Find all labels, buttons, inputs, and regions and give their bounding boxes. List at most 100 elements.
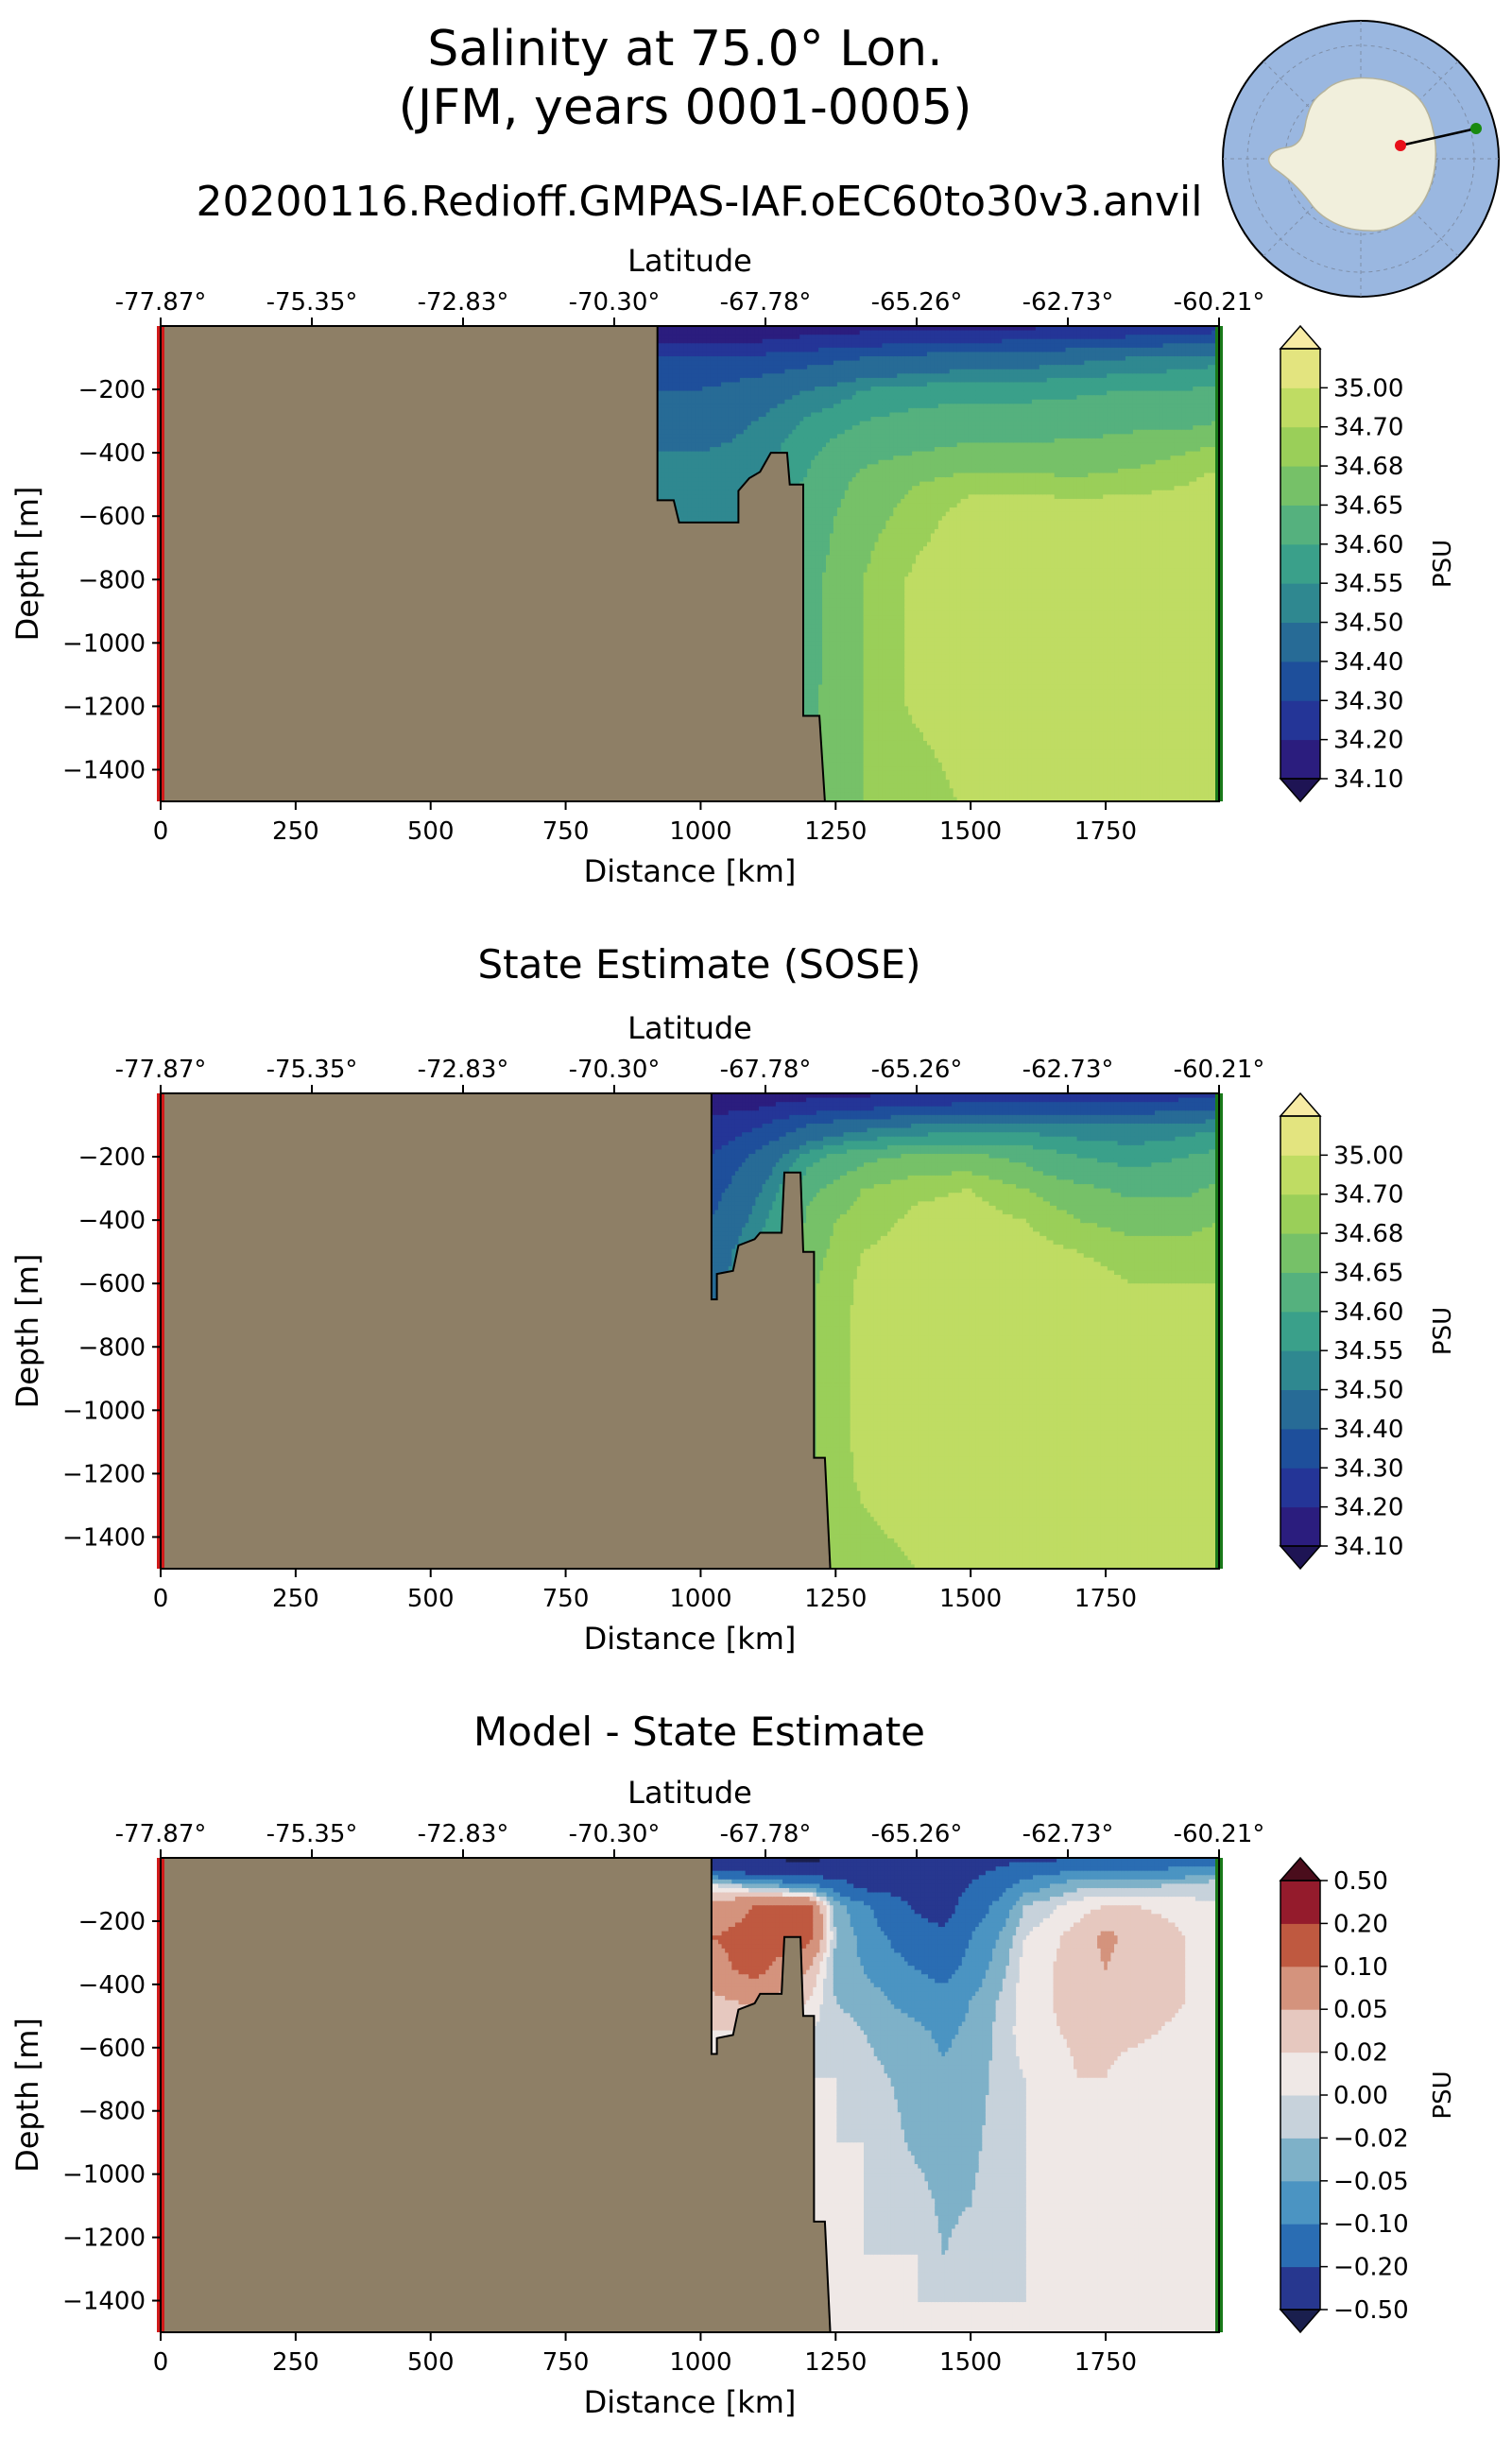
field-cell <box>815 503 819 508</box>
field-cell <box>706 490 711 496</box>
field-cell <box>725 338 730 345</box>
field-cell <box>811 481 816 487</box>
field-cell <box>822 459 827 466</box>
field-cell <box>661 360 666 366</box>
field-cell <box>735 377 741 384</box>
field-cell <box>803 472 808 478</box>
field-cell <box>661 404 666 409</box>
field-cell <box>803 632 808 639</box>
field-cell <box>811 538 816 543</box>
field-cell <box>818 516 823 522</box>
field-cell <box>754 338 760 345</box>
field-cell <box>687 490 693 496</box>
field-cell <box>728 486 733 491</box>
field-cell <box>664 464 670 470</box>
field-cell <box>676 486 681 491</box>
field-cell <box>691 369 696 375</box>
field-cell <box>728 356 733 362</box>
field-cell <box>818 585 823 591</box>
field-cell <box>695 352 700 357</box>
field-cell <box>706 494 711 500</box>
field-cell <box>717 335 722 340</box>
field-cell <box>661 387 666 392</box>
field-cell <box>803 407 808 414</box>
field-cell <box>773 417 779 422</box>
field-cell <box>750 382 756 387</box>
field-cell <box>676 387 681 392</box>
field-cell <box>818 533 823 539</box>
field-cell <box>721 438 726 444</box>
field-cell <box>683 438 689 444</box>
field-cell <box>773 343 779 349</box>
field-cell <box>710 369 714 375</box>
field-cell <box>683 490 689 496</box>
field-cell <box>747 429 752 436</box>
field-cell <box>668 494 674 500</box>
field-cell <box>672 442 678 448</box>
field-cell <box>762 326 767 332</box>
field-cell <box>822 770 827 777</box>
field-cell <box>826 429 831 436</box>
field-cell <box>664 468 670 474</box>
field-cell <box>668 377 674 384</box>
field-cell <box>731 464 737 470</box>
field-cell <box>822 373 827 379</box>
field-cell <box>773 425 779 431</box>
field-cell <box>758 347 764 353</box>
field-cell <box>788 459 794 466</box>
field-cell <box>818 528 823 535</box>
field-cell <box>672 382 678 387</box>
field-cell <box>758 421 764 426</box>
field-cell <box>822 533 827 539</box>
field-cell <box>792 343 798 349</box>
field-cell <box>691 511 696 517</box>
field-cell <box>807 710 812 716</box>
field-cell <box>750 425 756 431</box>
field-cell <box>818 455 823 461</box>
field-cell <box>803 541 808 548</box>
field-cell <box>683 335 689 340</box>
field-cell <box>796 347 801 353</box>
field-cell <box>657 472 662 478</box>
field-cell <box>799 390 805 396</box>
field-cell <box>811 637 816 643</box>
field-cell <box>717 442 722 448</box>
field-cell <box>796 412 801 418</box>
field-cell <box>762 425 767 431</box>
field-cell <box>815 511 819 517</box>
field-cell <box>661 490 666 496</box>
field-cell <box>702 326 708 332</box>
field-cell <box>758 425 764 431</box>
field-cell <box>781 429 786 436</box>
field-cell <box>792 459 798 466</box>
field-cell <box>807 494 812 500</box>
field-cell <box>721 429 726 436</box>
field-cell <box>698 511 704 517</box>
field-cell <box>811 576 816 582</box>
field-cell <box>818 538 823 543</box>
field-cell <box>822 520 827 526</box>
field-cell <box>702 390 708 396</box>
field-cell <box>822 580 827 587</box>
field-cell <box>815 468 819 474</box>
field-cell <box>679 455 685 461</box>
field-cell <box>822 728 827 733</box>
field-cell <box>777 330 782 335</box>
field-cell <box>822 714 827 720</box>
field-cell <box>695 365 700 370</box>
field-cell <box>815 610 819 617</box>
field-cell <box>815 572 819 578</box>
field-cell <box>725 490 730 496</box>
field-cell <box>822 740 827 747</box>
field-cell <box>803 412 808 418</box>
field-cell <box>717 365 722 370</box>
field-cell <box>811 546 816 552</box>
field-cell <box>826 387 831 392</box>
field-cell <box>822 338 827 345</box>
field-cell <box>818 710 823 716</box>
field-cell <box>664 404 670 409</box>
field-cell <box>683 407 689 414</box>
field-cell <box>683 343 689 349</box>
field-cell <box>687 464 693 470</box>
field-cell <box>788 395 794 401</box>
